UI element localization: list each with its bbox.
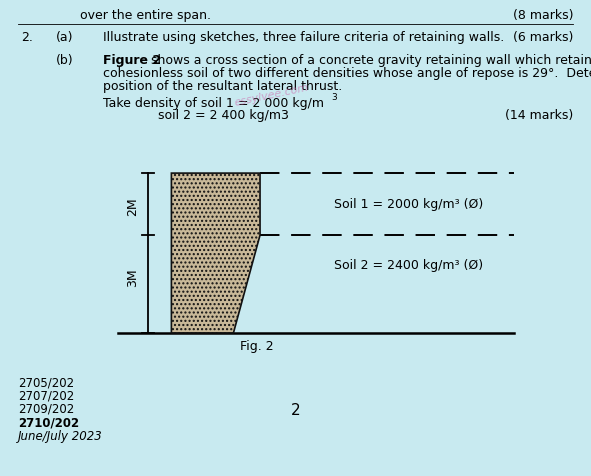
Text: cohesionless soil of two different densities whose angle of repose is 29°.  Dete: cohesionless soil of two different densi…	[103, 67, 591, 80]
Text: soil 2 = 2 400 kg/m3: soil 2 = 2 400 kg/m3	[158, 109, 289, 122]
Text: (a): (a)	[56, 30, 74, 44]
Polygon shape	[171, 174, 260, 333]
Text: over the entire span.: over the entire span.	[80, 9, 211, 22]
Text: 3: 3	[332, 93, 337, 102]
Text: 3M: 3M	[126, 268, 139, 287]
Text: position of the resultant lateral thrust.: position of the resultant lateral thrust…	[103, 79, 343, 93]
Text: 2707/202: 2707/202	[18, 388, 74, 402]
Text: (b): (b)	[56, 54, 74, 67]
Text: Soil 2 = 2400 kg/m³ (Ø): Soil 2 = 2400 kg/m³ (Ø)	[334, 258, 483, 272]
Text: Take density of soil 1 = 2 000 kg/m: Take density of soil 1 = 2 000 kg/m	[103, 97, 324, 110]
Text: Soil 1 = 2000 kg/m³ (Ø): Soil 1 = 2000 kg/m³ (Ø)	[334, 197, 483, 210]
Text: 2M: 2M	[126, 197, 139, 216]
Text: Figure 2: Figure 2	[103, 54, 161, 67]
Text: shows a cross section of a concrete gravity retaining wall which retains a: shows a cross section of a concrete grav…	[147, 54, 591, 67]
Text: 2.: 2.	[21, 30, 33, 44]
Text: Illustrate using sketches, three failure criteria of retaining walls.: Illustrate using sketches, three failure…	[103, 30, 505, 44]
Text: essylvee.com: essylvee.com	[234, 82, 310, 108]
Text: (14 marks): (14 marks)	[505, 109, 573, 122]
Text: 2709/202: 2709/202	[18, 402, 74, 415]
Text: (6 marks): (6 marks)	[513, 30, 573, 44]
Text: 2: 2	[291, 402, 300, 417]
Text: 2705/202: 2705/202	[18, 375, 74, 388]
Text: 2710/202: 2710/202	[18, 415, 79, 428]
Text: (8 marks): (8 marks)	[513, 9, 573, 22]
Text: Fig. 2: Fig. 2	[241, 339, 274, 353]
Text: June/July 2023: June/July 2023	[18, 429, 102, 442]
